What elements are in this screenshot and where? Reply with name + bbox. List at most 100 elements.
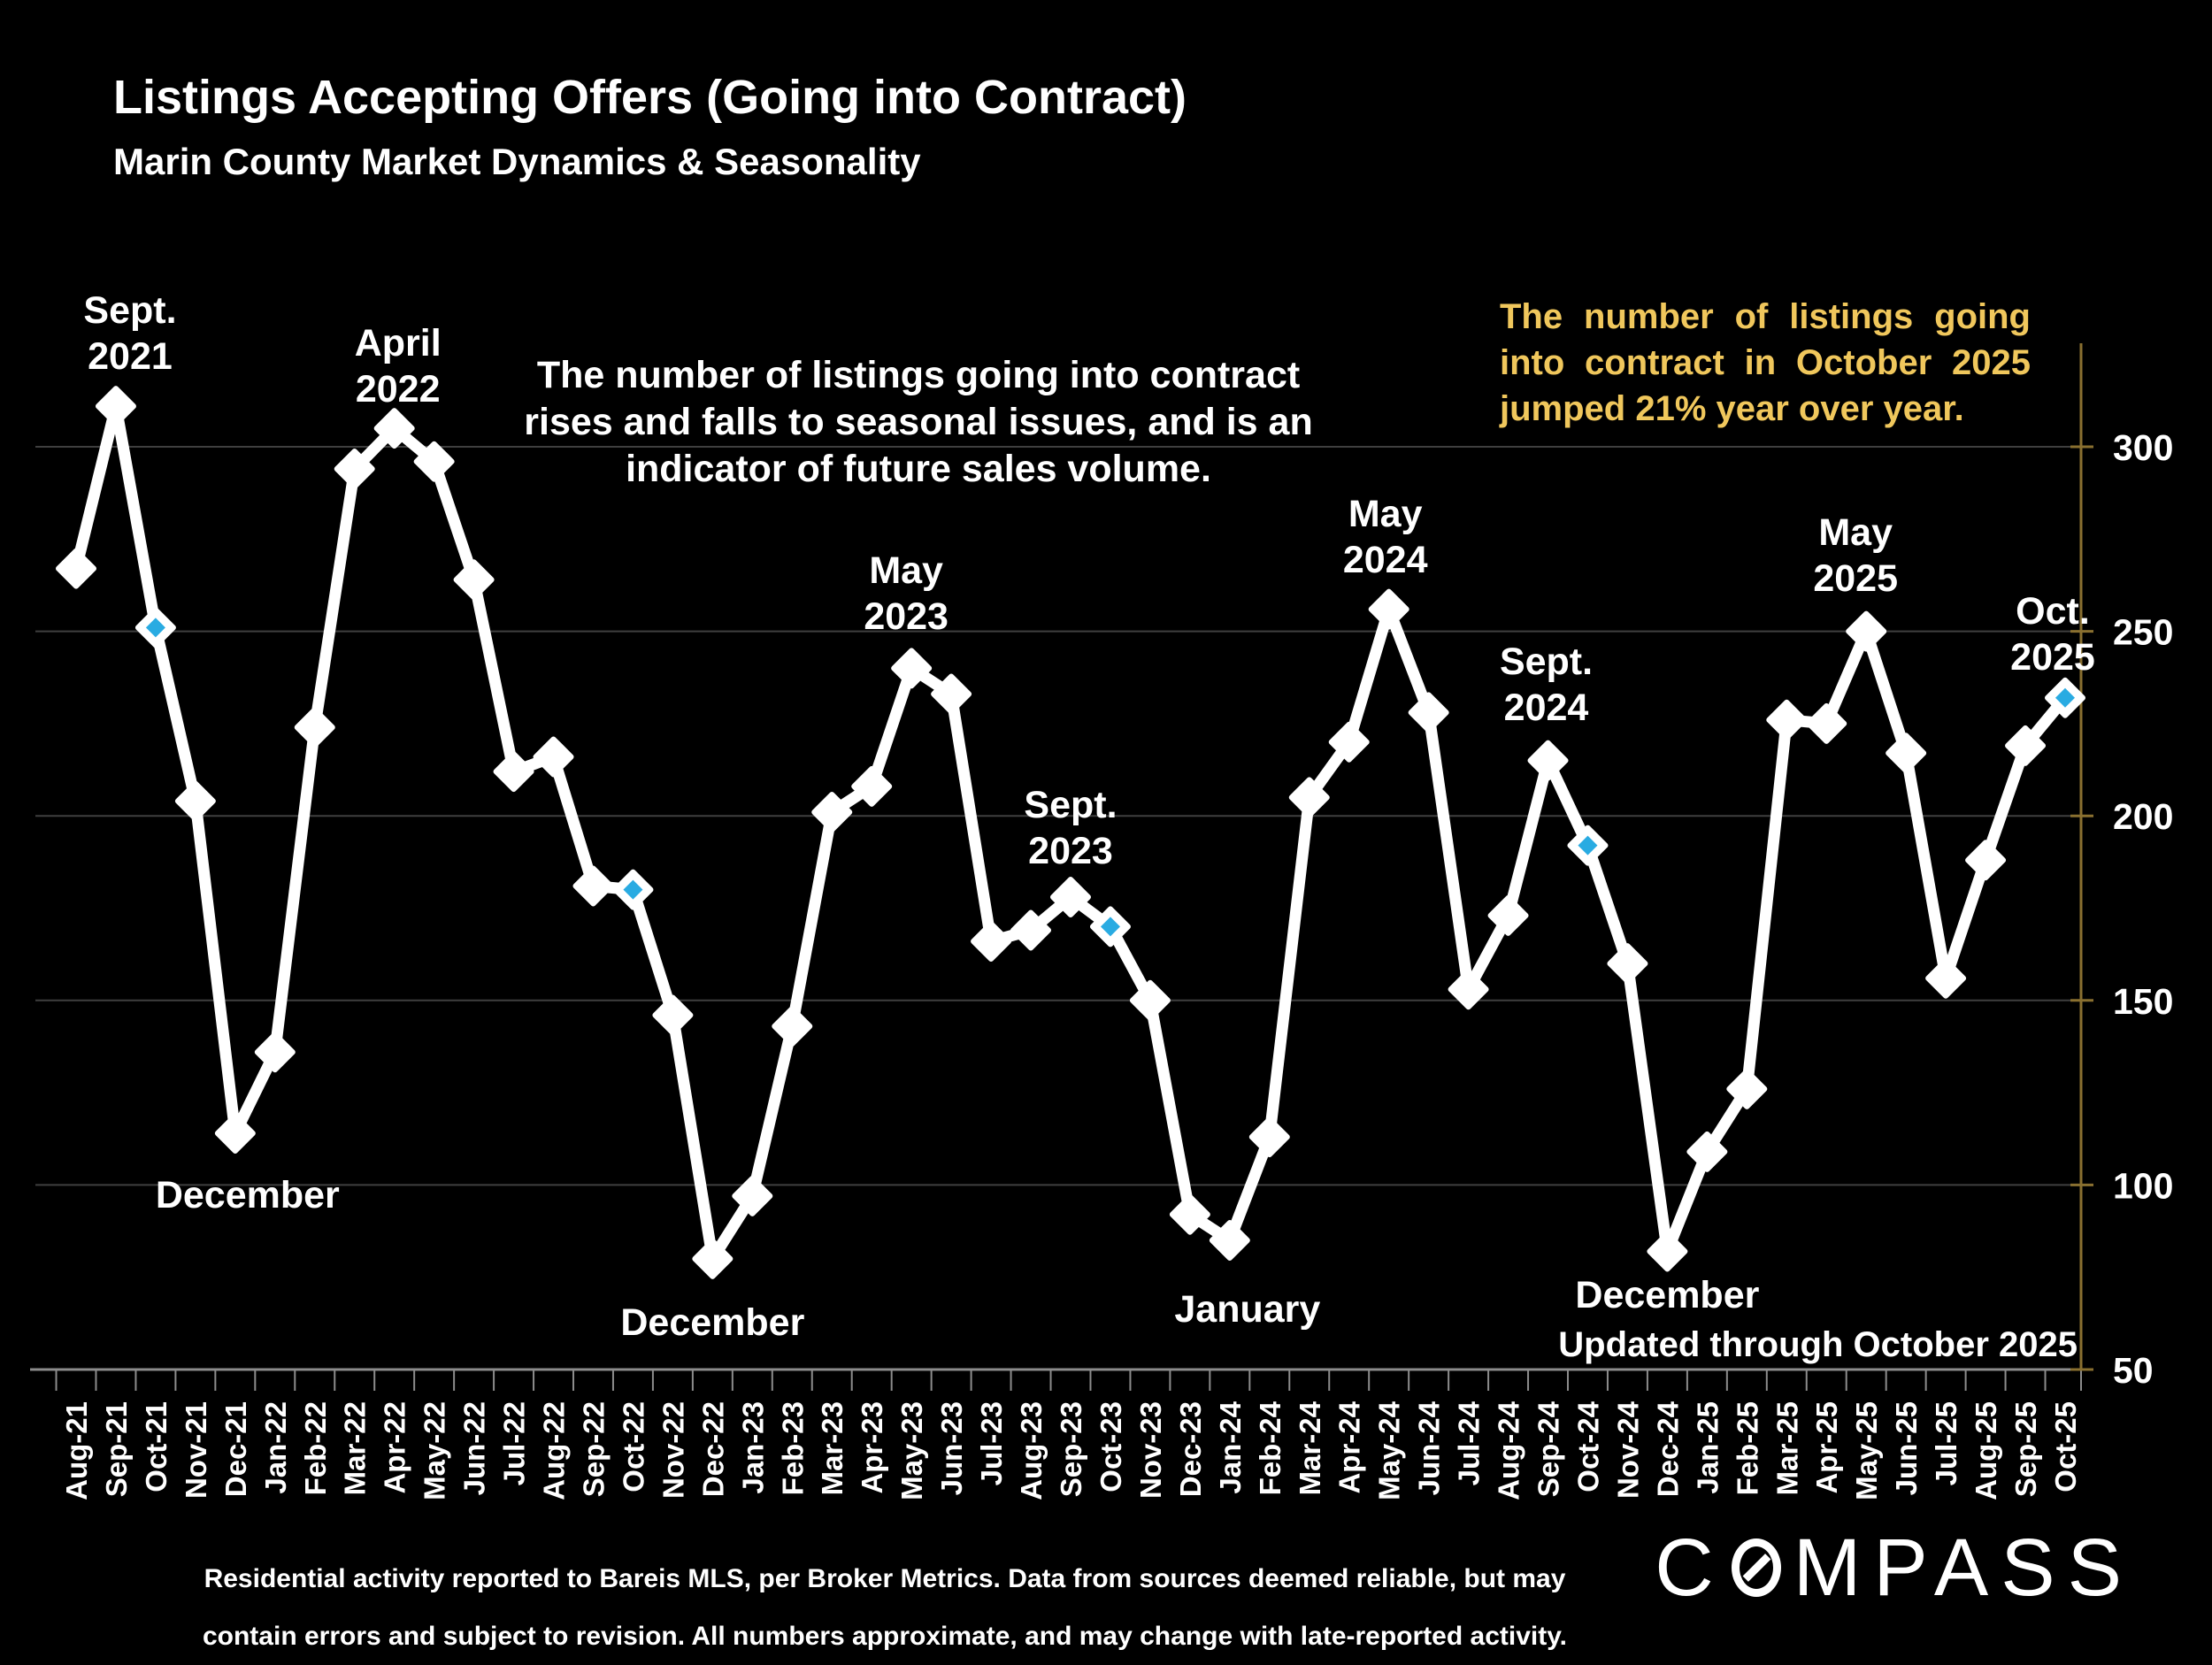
callout-line: 2022 bbox=[355, 368, 441, 411]
x-tick-label-Jul-22: Jul-22 bbox=[498, 1401, 531, 1485]
compass-needle-icon bbox=[1742, 1554, 1771, 1582]
compass-logo-o-icon bbox=[1731, 1538, 1781, 1597]
seasonality-annotation-line2: rises and falls to seasonal issues, and … bbox=[524, 401, 1313, 443]
data-point-Aug-24 bbox=[1487, 894, 1529, 936]
data-point-Jul-22 bbox=[493, 751, 534, 793]
callout-december: December bbox=[571, 1300, 854, 1346]
data-point-Apr-24 bbox=[1328, 721, 1370, 763]
data-point-Jun-24 bbox=[1408, 692, 1449, 733]
page-title: Listings Accepting Offers (Going into Co… bbox=[113, 71, 1187, 124]
data-point-Apr-22 bbox=[373, 408, 415, 449]
data-point-highlight-Oct-23 bbox=[1100, 917, 1120, 937]
data-point-Feb-23 bbox=[772, 1006, 813, 1047]
x-tick-label-Aug-24: Aug-24 bbox=[1493, 1400, 1525, 1500]
callout-line: 2024 bbox=[1503, 686, 1589, 729]
y-tick-label-250: 250 bbox=[2113, 612, 2173, 653]
seasonality-annotation: The number of listings going into contra… bbox=[520, 352, 1317, 493]
x-tick-label-Jun-23: Jun-23 bbox=[935, 1401, 968, 1495]
data-point-May-22 bbox=[413, 441, 455, 482]
y-tick-label-50: 50 bbox=[2113, 1350, 2154, 1391]
x-tick-label-Oct-25: Oct-25 bbox=[2049, 1401, 2082, 1492]
data-point-Mar-24 bbox=[1288, 777, 1330, 818]
callout-line: Sept. bbox=[1499, 640, 1594, 683]
callout-line: January bbox=[1174, 1287, 1321, 1331]
x-tick-label-Feb-23: Feb-23 bbox=[776, 1401, 809, 1495]
callout-line: Oct. bbox=[2016, 589, 2090, 633]
data-point-Feb-25 bbox=[1726, 1068, 1768, 1109]
x-tick-label-Oct-22: Oct-22 bbox=[617, 1401, 649, 1492]
data-point-Dec-23 bbox=[1169, 1193, 1210, 1235]
x-tick-label-Sep-25: Sep-25 bbox=[2009, 1401, 2042, 1497]
data-point-Feb-22 bbox=[294, 707, 335, 748]
callout-line: May bbox=[1348, 492, 1423, 535]
callout-may-2023: May 2023 bbox=[764, 548, 1048, 640]
x-tick-label-Dec-22: Dec-22 bbox=[696, 1401, 729, 1497]
x-tick-label-Mar-25: Mar-25 bbox=[1770, 1401, 1803, 1495]
x-tick-label-Oct-21: Oct-21 bbox=[140, 1401, 173, 1492]
x-tick-label-Sep-22: Sep-22 bbox=[577, 1401, 610, 1497]
footer-disclaimer: Residential activity reported to Bareis … bbox=[115, 1550, 1655, 1665]
callout-line: April bbox=[354, 322, 442, 365]
x-tick-label-Jun-25: Jun-25 bbox=[1890, 1401, 1923, 1495]
x-tick-label-Dec-23: Dec-23 bbox=[1174, 1401, 1207, 1497]
x-tick-label-Dec-21: Dec-21 bbox=[219, 1401, 252, 1497]
x-tick-label-May-25: May-25 bbox=[1850, 1401, 1883, 1500]
yoy-highlight-annotation: The number of listings going into contra… bbox=[1500, 294, 2031, 432]
callout-sept-2021: Sept. 2021 bbox=[0, 288, 272, 380]
x-tick-label-Jan-25: Jan-25 bbox=[1691, 1401, 1724, 1494]
x-tick-label-Apr-23: Apr-23 bbox=[856, 1401, 888, 1494]
x-tick-label-Jan-22: Jan-22 bbox=[259, 1401, 292, 1494]
callout-january: January bbox=[1106, 1286, 1389, 1332]
callout-line: 2023 bbox=[864, 595, 949, 639]
data-point-Nov-24 bbox=[1607, 943, 1648, 985]
data-point-May-23 bbox=[891, 648, 933, 689]
data-point-Aug-21 bbox=[56, 548, 96, 589]
page-subtitle: Marin County Market Dynamics & Seasonali… bbox=[113, 141, 921, 182]
data-point-Jun-25 bbox=[1886, 733, 1927, 774]
x-tick-label-Jul-23: Jul-23 bbox=[975, 1401, 1008, 1485]
y-tick-label-150: 150 bbox=[2113, 981, 2173, 1022]
data-point-highlight-Oct-21 bbox=[145, 618, 165, 638]
updated-through-note: Updated through October 2025 bbox=[1558, 1325, 2078, 1364]
data-point-Aug-22 bbox=[533, 736, 574, 778]
footer-disclaimer-line1: Residential activity reported to Bareis … bbox=[204, 1564, 1566, 1593]
x-tick-label-Feb-22: Feb-22 bbox=[299, 1401, 332, 1495]
x-tick-label-Jan-24: Jan-24 bbox=[1214, 1400, 1247, 1493]
callout-line: 2025 bbox=[2010, 635, 2095, 679]
x-tick-label-Sep-24: Sep-24 bbox=[1532, 1400, 1565, 1497]
callout-may-2025: May 2025 bbox=[1714, 510, 1997, 602]
x-tick-label-Feb-24: Feb-24 bbox=[1254, 1400, 1286, 1495]
y-tick-label-100: 100 bbox=[2113, 1165, 2173, 1206]
data-point-Sep-22 bbox=[572, 865, 614, 907]
data-point-Jul-23 bbox=[971, 921, 1012, 963]
x-tick-label-Nov-23: Nov-23 bbox=[1134, 1401, 1167, 1499]
data-point-Jun-23 bbox=[931, 673, 972, 715]
callout-line: 2025 bbox=[1813, 556, 1899, 600]
callout-sept-2024: Sept. 2024 bbox=[1405, 639, 1688, 731]
yoy-highlight-line2: into contract in October 2025 bbox=[1500, 343, 2031, 382]
x-tick-label-Jan-23: Jan-23 bbox=[736, 1401, 769, 1494]
y-tick-label-300: 300 bbox=[2113, 427, 2173, 468]
callout-line: May bbox=[1818, 510, 1893, 554]
data-point-Aug-25 bbox=[1965, 840, 2007, 881]
x-tick-label-Sep-23: Sep-23 bbox=[1055, 1401, 1087, 1497]
data-point-Dec-21 bbox=[214, 1112, 256, 1154]
data-point-Apr-25 bbox=[1806, 702, 1847, 744]
x-tick-label-Jun-22: Jun-22 bbox=[458, 1401, 491, 1495]
x-tick-label-Aug-25: Aug-25 bbox=[1970, 1401, 2002, 1500]
data-point-Sep-24 bbox=[1527, 740, 1569, 781]
data-point-highlight-Oct-24 bbox=[1578, 835, 1598, 856]
data-point-Sep-23 bbox=[1050, 876, 1091, 917]
callout-december: December bbox=[1525, 1272, 1809, 1318]
data-point-Dec-24 bbox=[1647, 1231, 1688, 1272]
data-point-Aug-23 bbox=[1010, 909, 1052, 951]
data-point-May-25 bbox=[1846, 610, 1887, 652]
callout-line: December bbox=[1575, 1274, 1760, 1317]
data-point-Dec-22 bbox=[692, 1238, 733, 1279]
data-point-Feb-24 bbox=[1248, 1116, 1290, 1158]
x-tick-label-Nov-22: Nov-22 bbox=[657, 1401, 689, 1499]
data-point-Jan-24 bbox=[1209, 1219, 1250, 1261]
footer-disclaimer-line2: contain errors and subject to revision. … bbox=[202, 1622, 1568, 1651]
x-tick-label-Mar-22: Mar-22 bbox=[339, 1401, 372, 1495]
